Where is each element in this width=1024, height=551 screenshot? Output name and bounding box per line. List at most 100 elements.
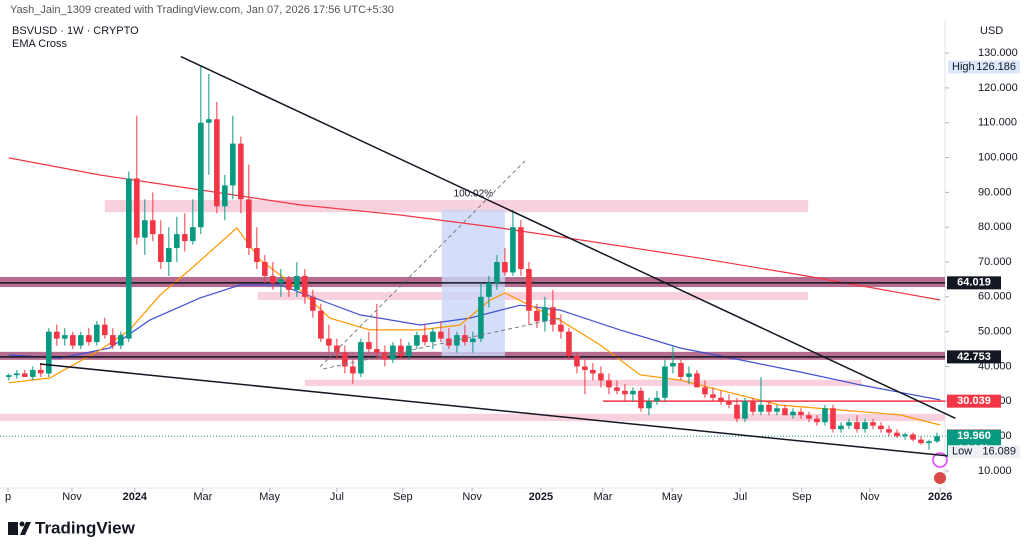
candle-body <box>102 324 108 336</box>
candle-body <box>158 234 164 263</box>
candle <box>310 289 316 318</box>
candle-body <box>766 404 772 412</box>
high-label-bg <box>948 60 1020 74</box>
candle-body <box>846 422 852 426</box>
candle <box>486 275 492 308</box>
candle-body <box>270 275 276 283</box>
candle <box>38 362 44 377</box>
candle-body <box>822 408 828 423</box>
candle-body <box>286 279 292 290</box>
candle <box>838 422 844 433</box>
candle-body <box>934 436 940 442</box>
candle <box>326 324 332 353</box>
candle <box>846 418 852 430</box>
candle-body <box>654 397 660 402</box>
candle-body <box>486 282 492 297</box>
price-label-bg <box>947 276 1001 290</box>
candle <box>350 359 356 384</box>
candle-body <box>510 227 516 273</box>
candle <box>662 359 668 402</box>
candle-body <box>238 143 244 200</box>
price-label: 19.960 <box>957 430 991 442</box>
x-tick-label: Nov <box>462 491 482 503</box>
candle <box>798 408 804 419</box>
x-tick-label: 2024 <box>123 491 148 503</box>
candle <box>606 373 612 395</box>
candle-body <box>22 373 28 377</box>
candle <box>654 390 660 405</box>
candle <box>150 192 156 242</box>
candle-body <box>678 362 684 377</box>
candle <box>438 321 444 343</box>
candle-body <box>758 404 764 412</box>
candle-body <box>430 331 436 343</box>
candle <box>302 268 308 304</box>
candle <box>398 338 404 360</box>
candle-body <box>198 122 204 228</box>
candle-body <box>622 390 628 395</box>
candle <box>142 199 148 256</box>
candle <box>334 338 340 360</box>
trendline <box>39 363 956 458</box>
candle <box>590 362 596 381</box>
candle <box>830 404 836 433</box>
candle <box>206 73 212 175</box>
candle-body <box>78 335 84 346</box>
x-tick-label: Nov <box>860 491 880 503</box>
candle-body <box>30 369 36 377</box>
x-tick-label: Sep <box>792 491 812 503</box>
candle-body <box>630 390 636 395</box>
candle-body <box>70 335 76 346</box>
candle <box>862 418 868 433</box>
candle-body <box>702 387 708 395</box>
candle-body <box>750 401 756 412</box>
candle <box>286 275 292 297</box>
candle <box>462 324 468 346</box>
trendline <box>323 317 561 370</box>
candle-body <box>502 262 508 273</box>
candle <box>750 397 756 416</box>
flag-icon <box>934 472 946 484</box>
zone <box>104 200 809 213</box>
candle-body <box>334 345 340 353</box>
indicator-name: EMA Cross <box>12 38 68 50</box>
candle <box>886 425 892 437</box>
candle-body <box>638 390 644 409</box>
candle <box>318 303 324 343</box>
candle-body <box>494 262 500 283</box>
zone <box>257 291 809 300</box>
candle <box>166 227 172 276</box>
candle-body <box>790 411 796 416</box>
candle-body <box>878 425 884 430</box>
candle <box>414 331 420 350</box>
candle-body <box>574 356 580 367</box>
candle <box>342 345 348 374</box>
candle-body <box>470 338 476 343</box>
candle <box>94 321 100 346</box>
low-label-value: 16.089 <box>982 446 1016 458</box>
ema-line <box>8 227 941 426</box>
brand-name: TradingView <box>35 518 136 537</box>
candle <box>710 387 716 402</box>
candle-body <box>382 352 388 360</box>
candle <box>262 255 268 283</box>
candle <box>566 328 572 360</box>
candle-body <box>302 275 308 297</box>
candle <box>238 136 244 214</box>
candle-body <box>38 369 44 374</box>
candle-body <box>262 262 268 276</box>
low-label-bg <box>948 445 1020 459</box>
candle-body <box>278 279 284 283</box>
candle-body <box>902 434 908 437</box>
candle <box>70 331 76 350</box>
price-label-bg <box>947 394 1001 408</box>
candle <box>598 366 604 388</box>
candle-body <box>838 425 844 430</box>
candle-body <box>646 401 652 409</box>
candle <box>878 422 884 433</box>
x-tick-label: p <box>5 491 11 503</box>
candle-body <box>550 307 556 325</box>
candle-body <box>182 234 188 242</box>
candle <box>174 216 180 263</box>
